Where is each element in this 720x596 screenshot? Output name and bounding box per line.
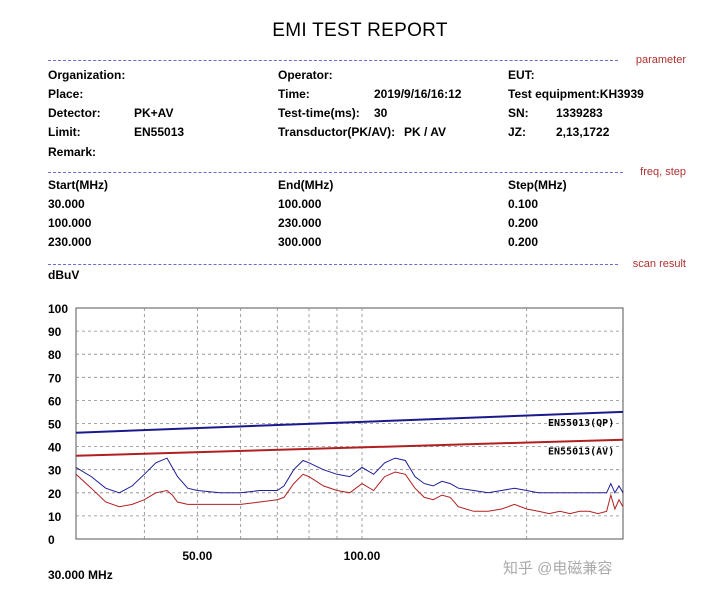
- y-tick-label: 60: [48, 394, 62, 408]
- report-title: EMI TEST REPORT: [272, 20, 448, 41]
- freq-header-start: Start(MHz): [48, 178, 108, 192]
- transducer-label: Transductor(PK/AV):: [278, 125, 396, 139]
- freq-header-step: Step(MHz): [508, 178, 567, 192]
- freq-cell: 230.000: [278, 216, 322, 230]
- parameter-separator: [48, 60, 618, 61]
- detector-value: PK+AV: [134, 106, 174, 120]
- scan-result-separator: [48, 264, 618, 265]
- y-tick-label: 90: [48, 325, 62, 339]
- freq-cell: 230.000: [48, 235, 92, 249]
- y-tick-label: 40: [48, 441, 62, 455]
- limit-qp-label: EN55013(QP): [548, 418, 614, 429]
- freq-cell: 30.000: [48, 197, 85, 211]
- peak-trace: [75, 457, 624, 494]
- y-tick-label: 80: [48, 348, 62, 362]
- limit-label: Limit:: [48, 125, 81, 139]
- limit-av-label: EN55013(AV): [548, 447, 614, 458]
- parameter-section-label: parameter: [635, 54, 686, 66]
- y-tick-label: 100: [48, 302, 68, 316]
- y-tick-label: 50: [48, 418, 62, 432]
- freq-cell: 100.000: [278, 197, 322, 211]
- jz-label: JZ:: [508, 125, 526, 139]
- freq-step-separator: [48, 172, 623, 173]
- limit-av-line: [75, 438, 624, 457]
- place-label: Place:: [48, 87, 84, 101]
- y-tick-label: 10: [48, 510, 62, 524]
- freq-cell: 100.000: [48, 216, 92, 230]
- test-equipment: Test equipment:KH3939: [508, 87, 644, 101]
- start-frequency-label: 30.000 MHz: [48, 568, 113, 582]
- x-tick-label: 50.00: [182, 549, 212, 563]
- y-tick-label: 30: [48, 464, 62, 478]
- remark-label: Remark:: [48, 145, 97, 159]
- scan-result-section-label: scan result: [632, 258, 686, 270]
- time-value: 2019/9/16/16:12: [374, 87, 462, 101]
- sn-label: SN:: [508, 106, 529, 120]
- freq-step-section-label: freq, step: [640, 166, 686, 178]
- organization-label: Organization:: [48, 68, 126, 82]
- y-tick-label: 0: [48, 533, 55, 547]
- y-tick-label: 70: [48, 371, 62, 385]
- time-label: Time:: [278, 87, 310, 101]
- sn-value: 1339283: [556, 106, 603, 120]
- y-tick-label: 20: [48, 487, 62, 501]
- freq-cell: 300.000: [278, 235, 322, 249]
- x-tick-label: 100.00: [344, 549, 381, 563]
- test-time-label: Test-time(ms):: [278, 106, 360, 120]
- freq-header-end: End(MHz): [278, 178, 334, 192]
- watermark: 知乎 @电磁兼容: [503, 560, 613, 577]
- operator-label: Operator:: [278, 68, 333, 82]
- freq-cell: 0.200: [508, 216, 539, 230]
- eut-label: EUT:: [508, 68, 535, 82]
- y-unit-label: dBuV: [48, 268, 80, 282]
- detector-label: Detector:: [48, 106, 101, 120]
- freq-cell: 0.200: [508, 235, 539, 249]
- average-trace: [75, 471, 624, 515]
- test-time-value: 30: [374, 106, 388, 120]
- jz-value: 2,13,1722: [556, 125, 610, 139]
- limit-value: EN55013: [134, 125, 185, 139]
- limit-qp-line: [75, 410, 624, 434]
- freq-cell: 0.100: [508, 197, 539, 211]
- transducer-value: PK / AV: [404, 125, 447, 139]
